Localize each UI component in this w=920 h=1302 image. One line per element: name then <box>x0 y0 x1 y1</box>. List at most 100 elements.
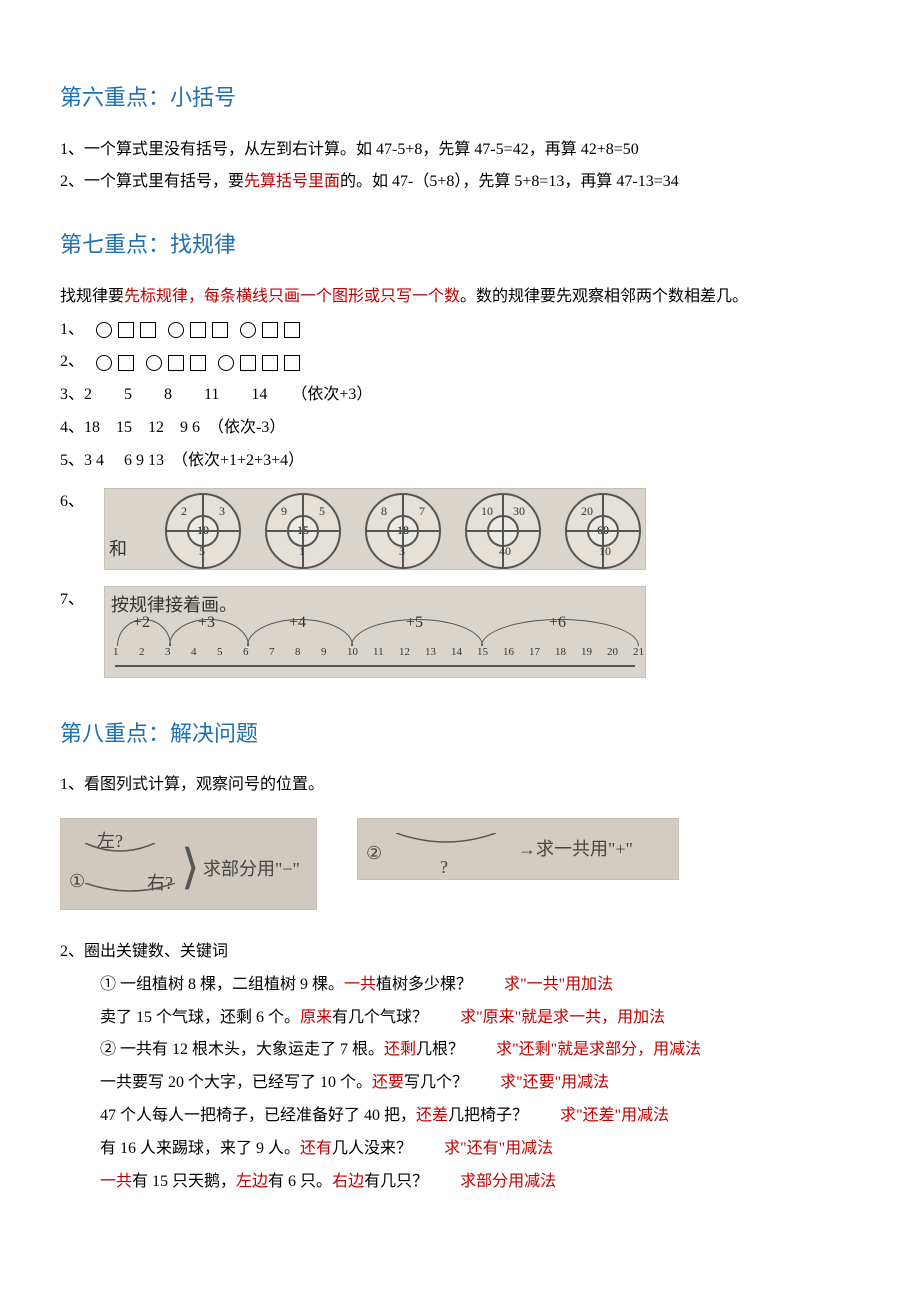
item-key: 原来 <box>300 1009 332 1026</box>
s7-intro: 找规律要先标规律，每条横线只画一个图形或只写一个数。数的规律要先观察相邻两个数相… <box>60 283 860 312</box>
section-6-title: 第六重点：小括号 <box>60 78 860 118</box>
s7-intro-red: 先标规律，每条横线只画一个图形或只写一个数 <box>124 288 460 305</box>
nline-tick: 17 <box>529 643 540 663</box>
arc-label: +6 <box>549 609 566 638</box>
square-icon <box>190 355 206 371</box>
nline-tick: 1 <box>113 643 119 663</box>
last-p3: 右边 <box>332 1173 364 1190</box>
square-icon <box>118 322 134 338</box>
wheel: 18873 <box>365 493 441 569</box>
circle-icon <box>240 322 256 338</box>
circle-icon <box>96 322 112 338</box>
pattern-group <box>218 355 300 371</box>
item-key: 还要 <box>372 1074 404 1091</box>
nline-tick: 10 <box>347 643 358 663</box>
pattern-group <box>168 322 228 338</box>
square-icon <box>118 355 134 371</box>
fig8b-num: ② <box>366 837 382 869</box>
s7-row2-label: 2、 <box>60 348 84 377</box>
item-ans: 求"一共"用加法 <box>504 976 613 993</box>
s8-item: 卖了 15 个气球，还剩 6 个。原来有几个气球？ 求"原来"就是求一共，用加法 <box>100 1004 860 1033</box>
brace-icon: ⟩ <box>181 854 200 883</box>
item-pre: ① 一组植树 8 棵，二组植树 9 棵。 <box>100 976 344 993</box>
section-7-title: 第七重点：找规律 <box>60 225 860 265</box>
last-t3: 有几只？ <box>364 1173 428 1190</box>
arc-label: +3 <box>198 609 215 638</box>
item-mid: 几把椅子？ <box>448 1107 528 1124</box>
nline-tick: 4 <box>191 643 197 663</box>
item-key: 还差 <box>416 1107 448 1124</box>
last-p2: 左边 <box>236 1173 268 1190</box>
item-pre: 47 个人每人一把椅子，已经准备好了 40 把， <box>100 1107 416 1124</box>
square-icon <box>190 322 206 338</box>
brace-icon <box>396 833 496 851</box>
s6-line1: 1、一个算式里没有括号，从左到右计算。如 47-5+8，先算 47-5=42，再… <box>60 136 860 165</box>
item-mid: 植树多少棵？ <box>376 976 472 993</box>
nline-tick: 2 <box>139 643 145 663</box>
square-icon <box>140 322 156 338</box>
pattern-group <box>96 355 134 371</box>
s7-row2: 2、 <box>60 348 860 377</box>
wheel: 103040 <box>465 493 541 569</box>
wheel: 15951 <box>265 493 341 569</box>
nline-tick: 9 <box>321 643 327 663</box>
nline-tick: 7 <box>269 643 275 663</box>
item-key: 一共 <box>344 976 376 993</box>
nline-tick: 18 <box>555 643 566 663</box>
fig8b-q: ? <box>440 851 448 880</box>
pattern-group <box>240 322 300 338</box>
item-ans: 求"原来"就是求一共，用加法 <box>460 1009 665 1026</box>
fig8a-num: ① <box>69 865 85 897</box>
item-key: 还有 <box>300 1140 332 1157</box>
square-icon <box>240 355 256 371</box>
last-t1: 有 15 只天鹅， <box>132 1173 236 1190</box>
nline-tick: 5 <box>217 643 223 663</box>
nline-tick: 20 <box>607 643 618 663</box>
figure-6-wheels: 和 102351595118873103040602010 <box>104 488 646 570</box>
item-ans: 求"还有"用减法 <box>444 1140 553 1157</box>
item-pre: 一共要写 20 个大字，已经写了 10 个。 <box>100 1074 372 1091</box>
pattern-group <box>146 355 206 371</box>
circle-icon <box>146 355 162 371</box>
brace-top-icon <box>85 843 155 859</box>
nline-tick: 19 <box>581 643 592 663</box>
last-red2: 求部分用减法 <box>460 1173 556 1190</box>
s8-item: ② 一共有 12 根木头，大象运走了 7 根。还剩几根？ 求"还剩"就是求部分，… <box>100 1036 860 1065</box>
item-mid: 有几个气球？ <box>332 1009 428 1026</box>
arc-label: +4 <box>289 609 306 638</box>
s8-last-line: 一共有 15 只天鹅，左边有 6 只。右边有几只？ 求部分用减法 <box>60 1168 860 1197</box>
nline-tick: 15 <box>477 643 488 663</box>
square-icon <box>262 355 278 371</box>
figure-7-numberline: 按规律接着画。 12345678910111213141516171819202… <box>104 586 646 678</box>
s8-item: ① 一组植树 8 棵，二组植树 9 棵。一共植树多少棵？ 求"一共"用加法 <box>100 971 860 1000</box>
nline-tick: 6 <box>243 643 249 663</box>
nline-tick: 13 <box>425 643 436 663</box>
fig8b-text: →求一共用"+" <box>518 833 633 865</box>
circle-icon <box>218 355 234 371</box>
square-icon <box>284 355 300 371</box>
item-mid: 写几个？ <box>404 1074 468 1091</box>
s6-line2-post: 的。如 47-（5+8），先算 5+8=13，再算 47-13=34 <box>340 173 679 190</box>
item-ans: 求"还要"用减法 <box>500 1074 609 1091</box>
s6-line2: 2、一个算式里有括号，要先算括号里面的。如 47-（5+8），先算 5+8=13… <box>60 168 860 197</box>
nline-tick: 16 <box>503 643 514 663</box>
square-icon <box>262 322 278 338</box>
figure-8a: 左? ① 右? ⟩ 求部分用"−" <box>60 818 317 910</box>
s6-line2-red: 先算括号里面 <box>244 173 340 190</box>
s6-line2-pre: 2、一个算式里有括号，要 <box>60 173 244 190</box>
wheel: 10235 <box>165 493 241 569</box>
item-ans: 求"还剩"就是求部分，用减法 <box>496 1041 701 1058</box>
last-p1: 一共 <box>100 1173 132 1190</box>
s7-row1-label: 1、 <box>60 316 84 345</box>
s8-item-list: ① 一组植树 8 棵，二组植树 9 棵。一共植树多少棵？ 求"一共"用加法卖了 … <box>60 971 860 1164</box>
s7-intro-pre: 找规律要 <box>60 288 124 305</box>
s7-row7-label: 7、 <box>60 586 84 615</box>
circle-icon <box>96 355 112 371</box>
s8-line2: 2、圈出关键数、关键词 <box>60 938 860 967</box>
item-mid: 几根？ <box>416 1041 464 1058</box>
square-icon <box>284 322 300 338</box>
square-icon <box>168 355 184 371</box>
wheel: 602010 <box>565 493 641 569</box>
s7-row6: 6、 和 102351595118873103040602010 <box>60 488 646 570</box>
pattern-group <box>96 322 156 338</box>
